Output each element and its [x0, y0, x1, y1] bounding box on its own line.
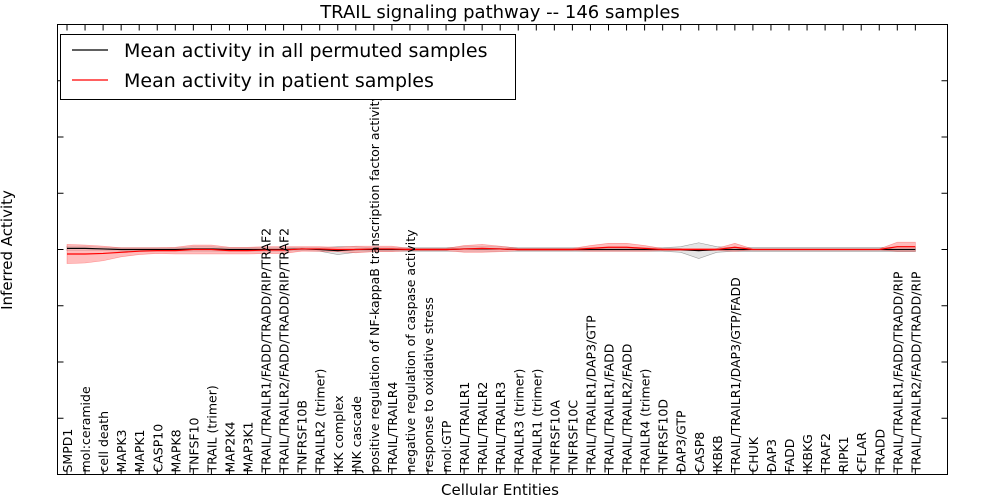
x-tick-label: DAP3 [764, 439, 779, 472]
x-tick-label: TRAIL (trimer) [204, 385, 219, 473]
plot-frame [57, 24, 948, 475]
y-tick-label: 2 [40, 128, 50, 146]
x-tick-label: TRAILR3 (trimer) [511, 369, 526, 474]
x-tick-label: TRAILR4 (trimer) [638, 369, 653, 474]
y-tick-label: −4 [27, 466, 49, 484]
chart-title: TRAIL signaling pathway -- 146 samples [319, 2, 680, 23]
x-tick-label: CHUK [746, 436, 761, 472]
x-tick-label: IKBKG [800, 434, 815, 472]
x-tick-label: positive regulation of NF-kappaB transcr… [367, 93, 382, 472]
x-tick-label: mol:GTP [439, 420, 454, 472]
y-tick-label: 1 [40, 184, 50, 202]
x-tick-label: TRAILR1 (trimer) [529, 369, 544, 474]
x-tick-label: TRAILR2 (trimer) [313, 369, 328, 474]
x-tick-label: TRAIL/TRAILR2 [475, 382, 490, 474]
x-tick-label: TRADD [872, 429, 887, 474]
x-tick-label: JNK cascade [349, 396, 364, 474]
y-axis-label: Inferred Activity [0, 190, 16, 310]
legend-label-patient: Mean activity in patient samples [124, 70, 434, 92]
series-line-patient [67, 246, 916, 255]
x-tick-label: TRAIL/TRAILR2/FADD/TRADD/RIP [908, 271, 923, 473]
x-tick-label: TRAIL/TRAILR1/FADD/TRADD/RIP/TRAF2 [259, 228, 274, 474]
x-tick-label: TRAIL/TRAILR1/DAP3/GTP/FADD [728, 277, 743, 473]
x-tick-label: MAP3K1 [241, 422, 256, 473]
x-tick-label: negative regulation of caspase activity [403, 229, 418, 473]
x-tick-label: TRAIL/TRAILR4 [385, 382, 400, 474]
x-tick-label: SMPD1 [60, 429, 75, 473]
band-patient [66, 241, 916, 264]
x-tick-label: TRAIL/TRAILR1/DAP3/GTP [583, 315, 598, 474]
x-tick-label: response to oxidative stress [421, 297, 436, 472]
x-tick-label: mol:ceramide [78, 386, 93, 472]
x-tick-label: TNFRSF10D [656, 399, 671, 474]
x-tick-label: MAPK3 [114, 429, 129, 472]
x-tick-label: TRAIL/TRAILR3 [493, 382, 508, 474]
x-tick-label: TRAF2 [818, 433, 833, 474]
legend: Mean activity in all permuted samples Me… [60, 34, 516, 100]
x-tick-label: TRAIL/TRAILR2/FADD/TRADD/RIP/TRAF2 [277, 228, 292, 474]
y-tick-label: −1 [27, 297, 49, 315]
x-tick-label: RIPK1 [836, 436, 851, 472]
legend-label-permuted: Mean activity in all permuted samples [124, 40, 487, 62]
x-tick-label: MAP2K4 [222, 421, 237, 472]
x-tick-label: CFLAR [854, 432, 869, 473]
x-tick-label: TNFRSF10A [547, 400, 562, 474]
x-tick-label: TRAIL/TRAILR1/FADD [602, 344, 617, 474]
y-tick-label: 4 [40, 16, 50, 34]
x-tick-label: MAPK8 [168, 429, 183, 472]
x-tick-label: TNFRSF10B [295, 400, 310, 473]
x-tick-label: IKBKB [710, 435, 725, 472]
y-tick-label: 3 [40, 72, 50, 90]
x-tick-label: cell death [96, 411, 111, 473]
x-axis-label: Cellular Entities [441, 481, 559, 499]
x-tick-label: CASP10 [150, 424, 165, 473]
x-tick-label: TRAIL/TRAILR1/FADD/TRADD/RIP [890, 271, 905, 473]
x-tick-label: IKK complex [331, 395, 346, 472]
y-tick-label: 0 [40, 241, 50, 259]
x-tick-label: TNFRSF10C [565, 400, 580, 474]
legend-box [60, 34, 516, 100]
x-tick-label: TRAIL/TRAILR2/FADD [620, 344, 635, 474]
x-tick-label: TRAIL/TRAILR1 [457, 382, 472, 474]
x-tick-label: CASP8 [692, 432, 707, 473]
y-tick-label: −2 [27, 353, 49, 371]
x-tick-label: MAPK1 [132, 429, 147, 472]
y-tick-label: −3 [27, 409, 49, 427]
x-tick-label: DAP3/GTP [674, 410, 689, 473]
x-tick-label: TNFSF10 [186, 417, 201, 473]
x-tick-label: FADD [782, 439, 797, 473]
